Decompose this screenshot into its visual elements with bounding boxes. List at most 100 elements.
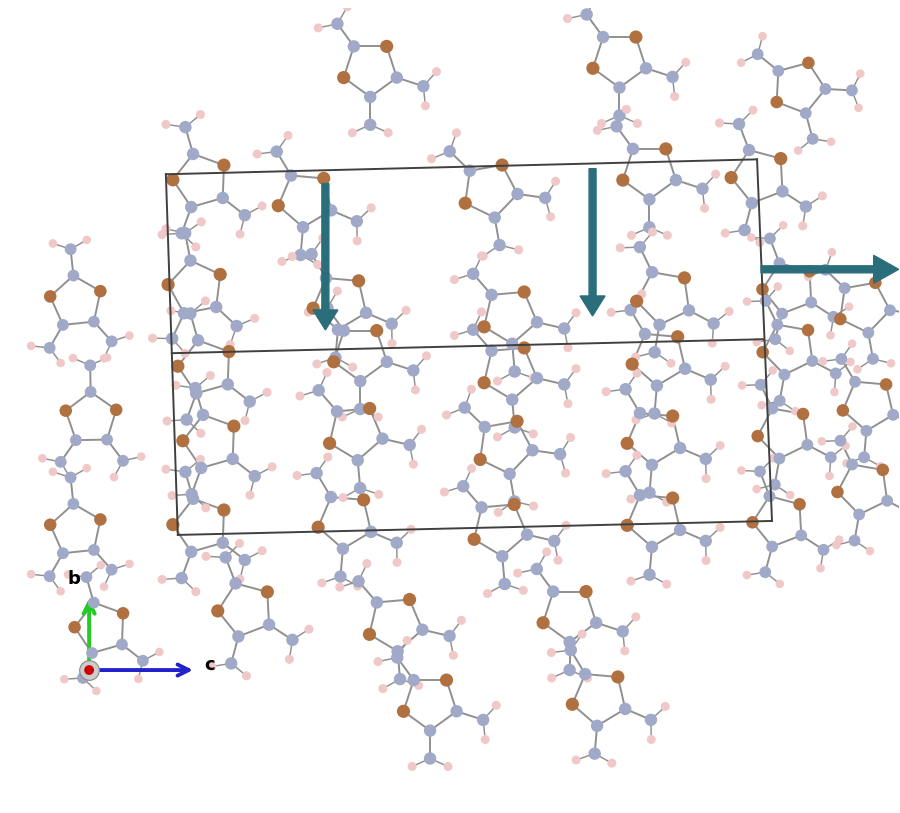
Point bbox=[456, 480, 471, 493]
Point bbox=[384, 317, 399, 330]
Point bbox=[546, 585, 561, 598]
Point bbox=[474, 306, 489, 319]
Point bbox=[530, 372, 544, 385]
Point bbox=[848, 376, 862, 389]
Point bbox=[104, 563, 119, 576]
Point bbox=[569, 307, 583, 320]
Point bbox=[699, 472, 714, 485]
Point bbox=[824, 135, 838, 148]
Point bbox=[837, 281, 851, 294]
Point bbox=[458, 197, 473, 210]
Point bbox=[340, 0, 355, 13]
Point bbox=[380, 40, 394, 53]
Point bbox=[559, 519, 573, 532]
Point bbox=[498, 577, 512, 590]
Point bbox=[265, 460, 279, 473]
Point bbox=[516, 584, 530, 597]
Point bbox=[86, 315, 101, 328]
Point bbox=[63, 472, 77, 485]
Point bbox=[876, 463, 890, 476]
Point bbox=[751, 429, 765, 442]
Point bbox=[24, 339, 39, 352]
Point bbox=[457, 401, 472, 414]
Point bbox=[547, 534, 562, 547]
Point bbox=[772, 452, 787, 465]
Point bbox=[178, 465, 193, 478]
Point bbox=[792, 498, 806, 511]
Point bbox=[86, 543, 101, 556]
Point bbox=[563, 431, 578, 444]
Point bbox=[526, 444, 540, 457]
Point bbox=[353, 481, 367, 494]
FancyArrow shape bbox=[580, 168, 605, 316]
Point bbox=[643, 193, 657, 206]
Point bbox=[644, 459, 659, 472]
Point bbox=[629, 31, 643, 44]
Point bbox=[630, 449, 644, 462]
Point bbox=[833, 434, 848, 447]
Point bbox=[526, 500, 541, 513]
Point bbox=[569, 754, 583, 767]
Point bbox=[42, 341, 57, 354]
Point bbox=[363, 90, 377, 103]
Point bbox=[283, 653, 297, 666]
Point bbox=[659, 142, 673, 155]
Point bbox=[473, 453, 488, 466]
Point bbox=[293, 249, 308, 262]
Point bbox=[538, 191, 553, 204]
Point bbox=[385, 337, 400, 350]
Point bbox=[625, 228, 639, 241]
Point bbox=[94, 285, 108, 298]
Point bbox=[755, 346, 770, 359]
Point bbox=[82, 663, 96, 676]
Point bbox=[260, 386, 274, 399]
Point bbox=[333, 580, 347, 593]
Point bbox=[766, 452, 780, 465]
Point bbox=[466, 267, 481, 280]
Point bbox=[735, 379, 750, 392]
Point bbox=[502, 467, 517, 480]
Point bbox=[311, 384, 326, 397]
Point bbox=[824, 450, 838, 463]
Point bbox=[320, 366, 334, 379]
Point bbox=[317, 172, 331, 185]
Point bbox=[191, 334, 205, 347]
Point bbox=[227, 420, 241, 433]
Point bbox=[612, 109, 626, 122]
Point bbox=[698, 452, 713, 465]
Point bbox=[491, 506, 506, 519]
Point bbox=[100, 433, 114, 446]
Point bbox=[794, 529, 808, 542]
Point bbox=[439, 408, 454, 421]
Text: c: c bbox=[203, 656, 214, 674]
Point bbox=[337, 71, 351, 84]
Point bbox=[645, 225, 660, 238]
Point bbox=[699, 554, 714, 567]
Point bbox=[823, 469, 837, 482]
Point bbox=[370, 596, 384, 609]
Point bbox=[335, 411, 349, 424]
Point bbox=[768, 333, 782, 346]
Point bbox=[184, 307, 198, 320]
Point bbox=[777, 368, 791, 381]
Point bbox=[262, 618, 276, 631]
FancyArrow shape bbox=[313, 184, 338, 330]
Point bbox=[35, 452, 50, 465]
Point bbox=[94, 513, 108, 526]
Point bbox=[217, 159, 231, 172]
Point bbox=[755, 283, 770, 296]
Point bbox=[166, 173, 180, 186]
Point bbox=[861, 326, 876, 339]
Point bbox=[467, 533, 482, 546]
Point bbox=[116, 606, 130, 620]
Point bbox=[330, 324, 345, 337]
Point bbox=[796, 407, 810, 420]
Point bbox=[63, 471, 77, 484]
Point bbox=[839, 457, 853, 470]
Point bbox=[232, 537, 247, 550]
Point bbox=[122, 558, 137, 571]
Point bbox=[66, 351, 80, 364]
Point bbox=[477, 320, 491, 333]
Point bbox=[594, 117, 608, 130]
Point bbox=[616, 174, 630, 187]
